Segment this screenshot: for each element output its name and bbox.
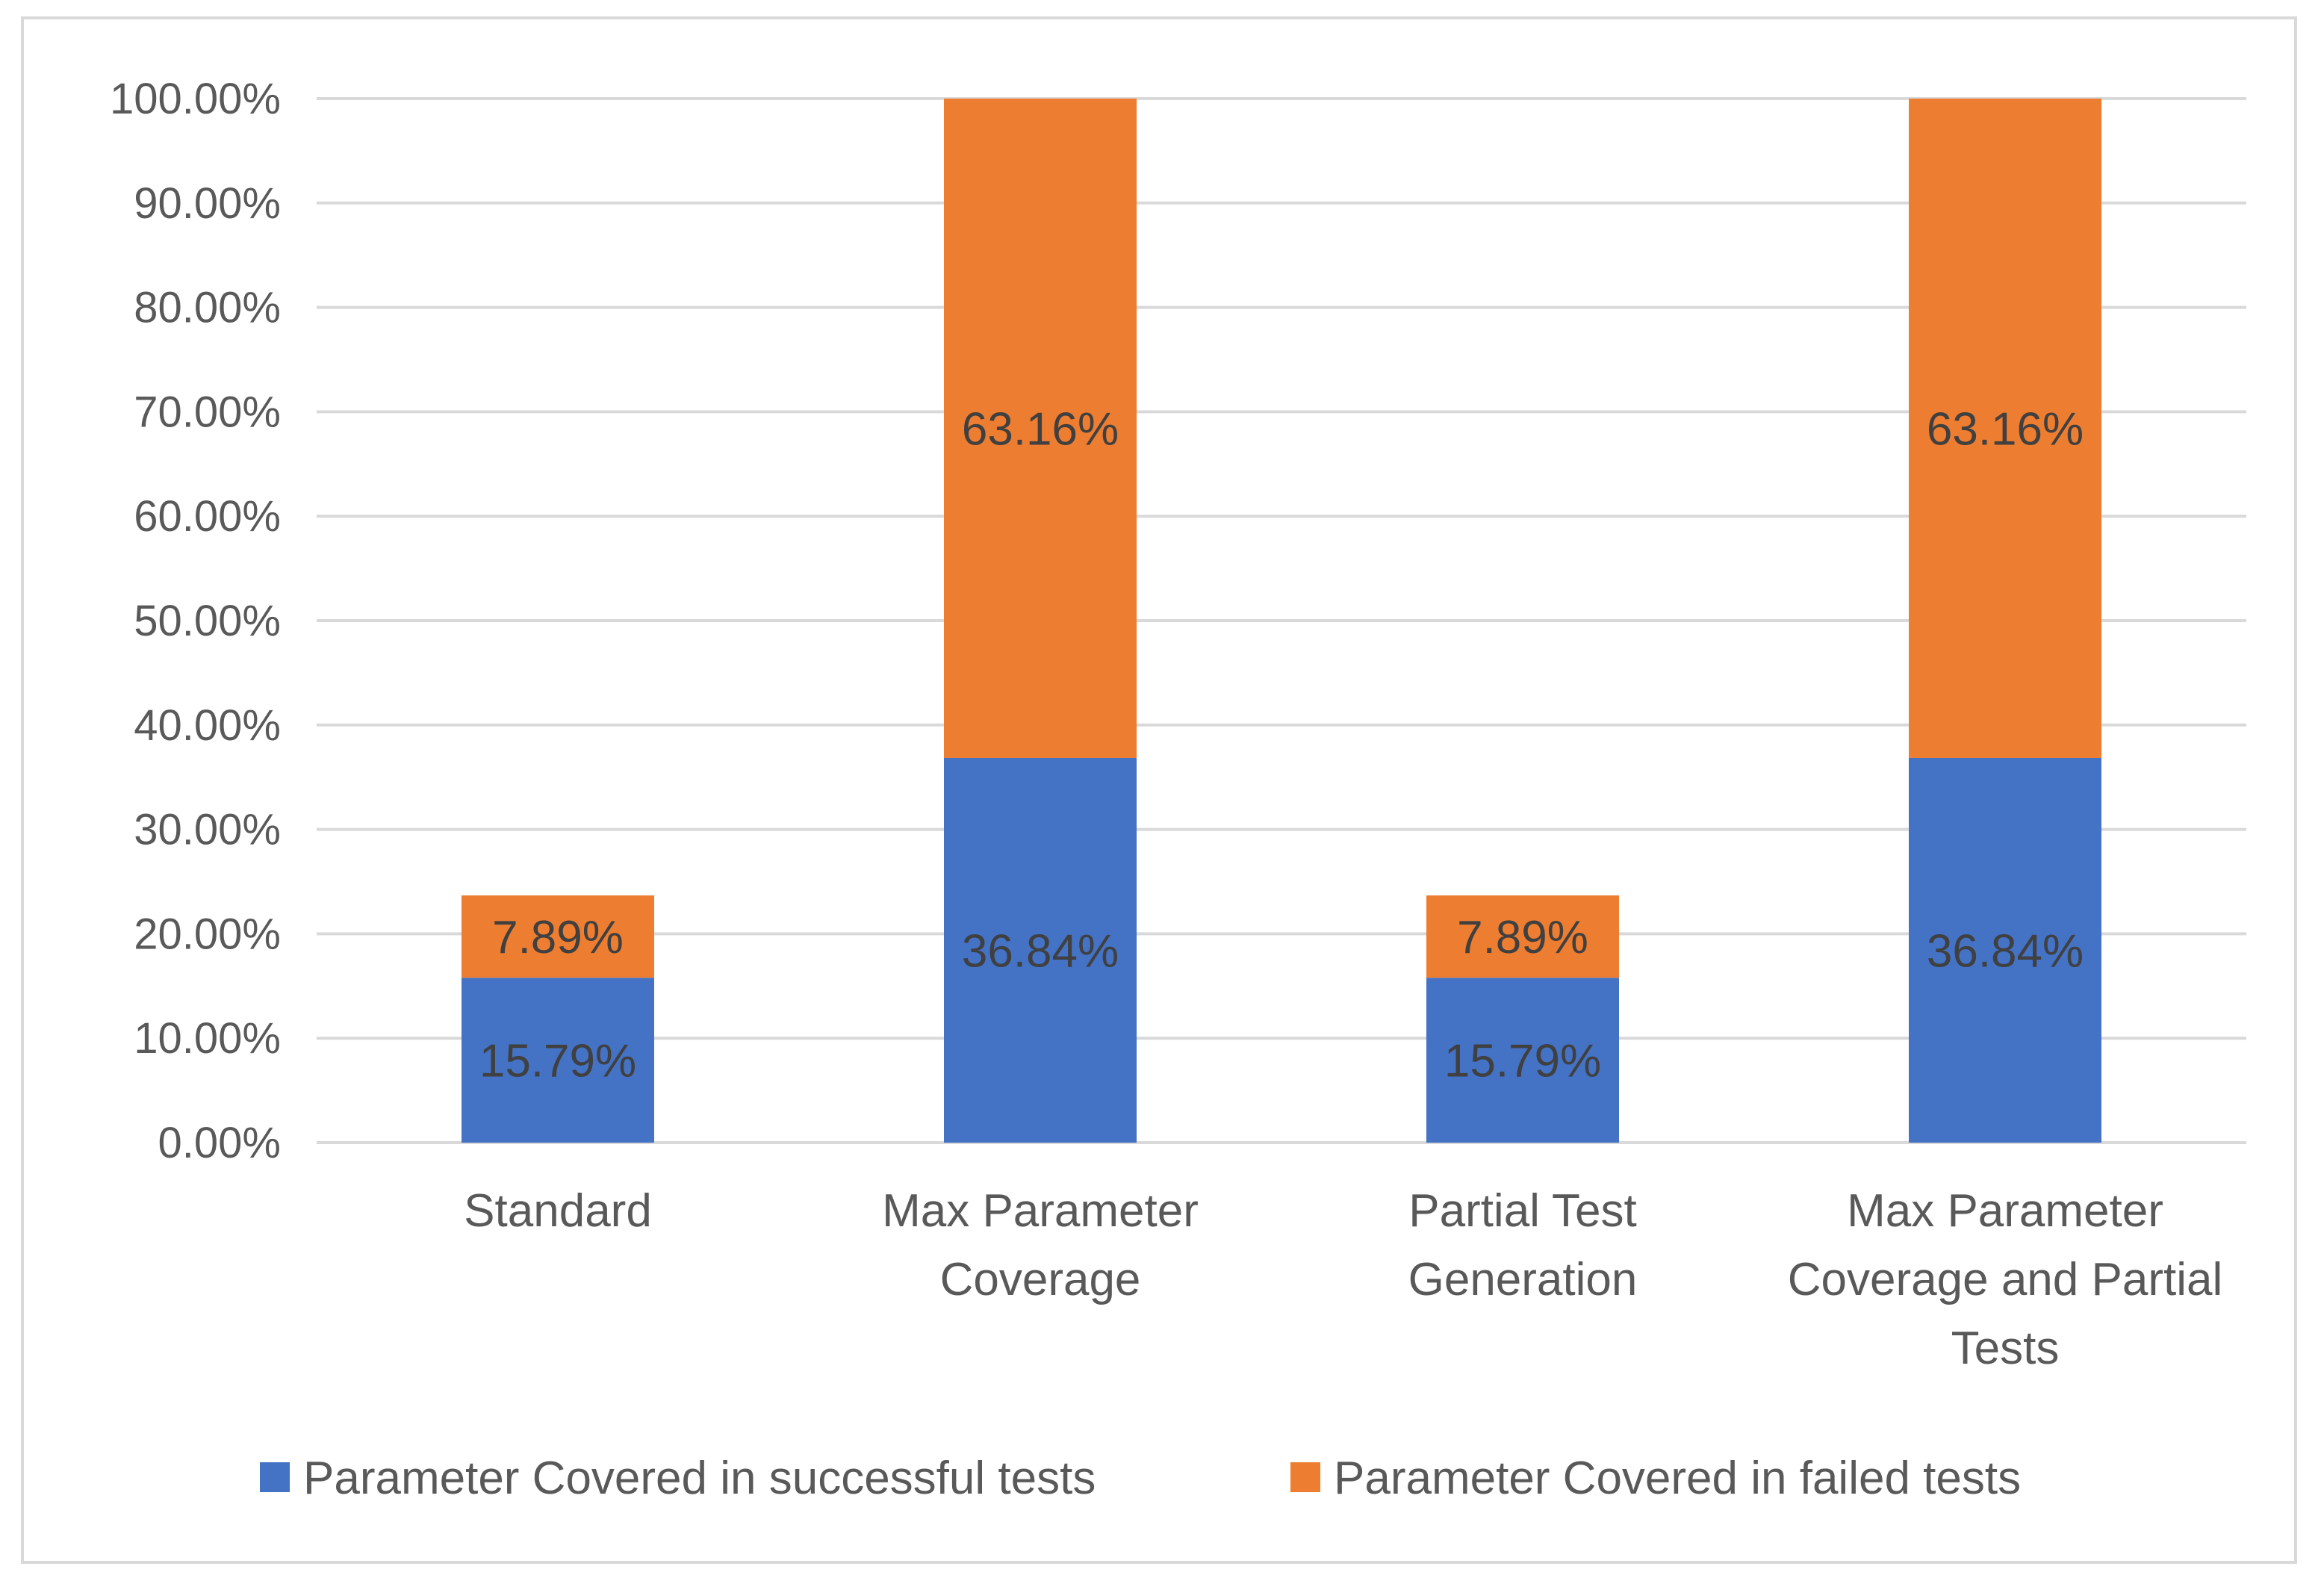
y-tick-label: 0.00%	[158, 1119, 281, 1167]
data-label: 63.16%	[962, 403, 1119, 455]
legend: Parameter Covered in successful tests Par…	[260, 1453, 2021, 1504]
y-tick-label: 80.00%	[134, 284, 281, 332]
x-category-label: Generation	[1408, 1254, 1638, 1305]
x-category-label: Coverage and Partial	[1788, 1254, 2222, 1305]
y-tick-label: 40.00%	[134, 701, 281, 750]
bar-successful-segment	[1909, 757, 2101, 1143]
data-label: 7.89%	[492, 912, 624, 963]
y-tick-label: 60.00%	[134, 492, 281, 541]
y-tick-label: 100.00%	[110, 75, 281, 123]
legend-label: Parameter Covered in failed tests	[1334, 1453, 2021, 1504]
data-labels: 15.79% 7.89% 36.84% 63.16% 15.79% 7.89% 36.84%…	[479, 403, 2084, 1087]
data-label: 63.16%	[1927, 403, 2084, 455]
x-category-label: Tests	[1951, 1323, 2060, 1374]
bar-successful-segment	[944, 757, 1137, 1143]
x-category-label: Max Parameter	[882, 1185, 1199, 1237]
x-category-label: Standard	[464, 1185, 652, 1237]
x-category-label: Partial Test	[1408, 1185, 1637, 1237]
y-tick-label: 30.00%	[134, 806, 281, 854]
y-tick-label: 50.00%	[134, 597, 281, 645]
data-label: 15.79%	[1444, 1036, 1601, 1087]
legend-swatch-successful	[260, 1462, 290, 1492]
y-tick-label: 70.00%	[134, 388, 281, 436]
legend-label: Parameter Covered in successful tests	[303, 1453, 1096, 1504]
bar-successful-segment	[462, 978, 654, 1143]
x-category-label: Max Parameter	[1847, 1185, 2163, 1237]
data-label: 7.89%	[1457, 912, 1588, 963]
bar-failed-segment	[944, 99, 1137, 758]
stacked-bar-chart: 0.00% 10.00% 20.00% 30.00% 40.00% 50.00% 60.00…	[110, 75, 2246, 1504]
bar-failed-segment	[1909, 99, 2101, 758]
chart-frame: 0.00% 10.00% 20.00% 30.00% 40.00% 50.00% 60.00…	[21, 16, 2297, 1564]
data-label: 36.84%	[962, 925, 1119, 977]
bars	[462, 99, 2101, 1143]
x-axis-category-labels: Standard Max Parameter Coverage Partial Tes…	[464, 1185, 2222, 1374]
y-tick-label: 10.00%	[134, 1014, 281, 1063]
y-tick-label: 90.00%	[134, 179, 281, 228]
y-tick-label: 20.00%	[134, 910, 281, 958]
legend-swatch-failed	[1290, 1462, 1320, 1492]
bar-successful-segment	[1426, 978, 1619, 1143]
data-label: 36.84%	[1927, 925, 2084, 977]
bar-failed-segment	[462, 895, 654, 978]
bar-failed-segment	[1426, 895, 1619, 978]
y-axis-tick-labels: 0.00% 10.00% 20.00% 30.00% 40.00% 50.00% 60.00…	[110, 75, 281, 1167]
data-label: 15.79%	[479, 1036, 636, 1087]
x-category-label: Coverage	[940, 1254, 1141, 1305]
